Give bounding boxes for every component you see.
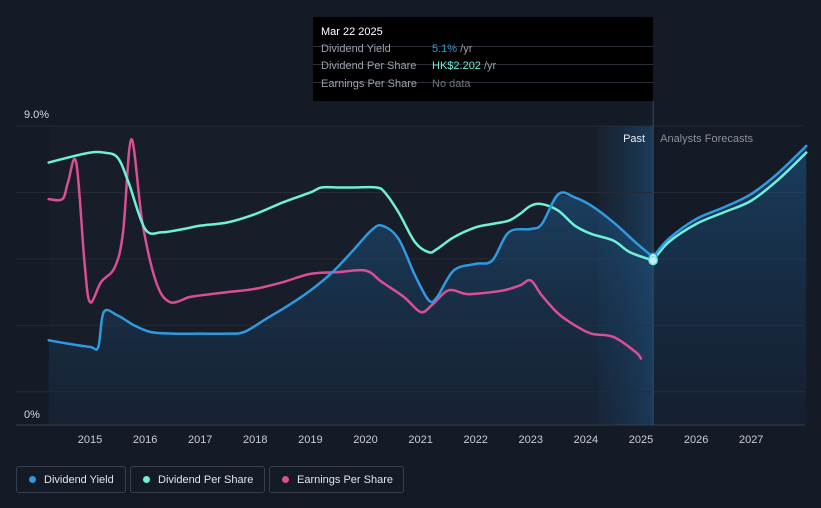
legend-dot-icon <box>282 476 289 483</box>
dividend-yieldline-line <box>47 191 655 351</box>
tooltip-value-suffix: /yr <box>480 60 497 72</box>
x-tick-label: 2024 <box>574 434 598 446</box>
tooltip-divider <box>313 82 653 83</box>
x-tick-label: 2018 <box>243 434 267 446</box>
tooltip-label: Earnings Per Share <box>321 78 417 90</box>
x-tick-label: 2016 <box>133 434 157 446</box>
tooltip-row-earnings-per-share: Earnings Per Share No data <box>321 78 651 96</box>
tooltip-value: 5.1% /yr <box>432 43 472 55</box>
x-tick-label: 2023 <box>519 434 543 446</box>
past-label: Past <box>623 133 645 145</box>
hover-marker <box>648 255 658 266</box>
tooltip-date: Mar 22 2025 <box>321 26 383 38</box>
legend-earnings-per-share[interactable]: Earnings Per Share <box>269 466 404 493</box>
dividend-yield-area <box>48 194 654 425</box>
dividend-per-share-forecastline-line <box>651 151 808 262</box>
y-axis-bottom-label: 0% <box>24 409 40 421</box>
x-tick-label: 2021 <box>408 434 432 446</box>
legend-dividend-yield[interactable]: Dividend Yield <box>16 466 126 493</box>
x-tick-label: 2026 <box>684 434 708 446</box>
x-tick-label: 2020 <box>353 434 377 446</box>
legend-label: Dividend Per Share <box>158 473 254 486</box>
tooltip-value-number: HK$2.202 <box>432 60 481 72</box>
forecast-label: Analysts Forecasts <box>660 133 753 145</box>
legend-dividend-per-share[interactable]: Dividend Per Share <box>130 466 265 493</box>
x-tick-label: 2017 <box>188 434 212 446</box>
tooltip-value-number: No data <box>432 78 471 90</box>
tooltip-value: HK$2.202 /yr <box>432 60 496 72</box>
x-tick-label: 2019 <box>298 434 322 446</box>
x-tick-label: 2015 <box>78 434 102 446</box>
y-axis-top-label: 9.0% <box>24 109 49 121</box>
legend-dot-icon <box>29 476 36 483</box>
tooltip-value-number: 5.1% <box>432 43 458 55</box>
tooltip-value-suffix: /yr <box>457 43 473 55</box>
earnings-per-shareline-line <box>47 138 643 360</box>
x-tick-label: 2025 <box>629 434 653 446</box>
dividend-yield-area <box>653 145 807 425</box>
legend-label: Dividend Yield <box>44 473 114 486</box>
dividend-per-shareline-line <box>47 150 655 262</box>
tooltip-divider <box>313 64 653 65</box>
tooltip-label: Dividend Yield <box>321 43 391 55</box>
data-tooltip: Mar 22 2025 Dividend Yield 5.1% /yr Divi… <box>313 17 653 101</box>
tooltip-row-dividend-per-share: Dividend Per Share HK$2.202 /yr <box>321 60 651 78</box>
tooltip-label: Dividend Per Share <box>321 60 417 72</box>
x-tick-label: 2022 <box>463 434 487 446</box>
dividend-yield-forecastline-line <box>651 144 808 259</box>
legend-label: Earnings Per Share <box>297 473 393 486</box>
tooltip-value: No data <box>432 78 471 90</box>
x-tick-label: 2027 <box>739 434 763 446</box>
legend-dot-icon <box>143 476 150 483</box>
tooltip-row-dividend-yield: Dividend Yield 5.1% /yr <box>321 43 651 61</box>
tooltip-divider <box>313 46 653 47</box>
